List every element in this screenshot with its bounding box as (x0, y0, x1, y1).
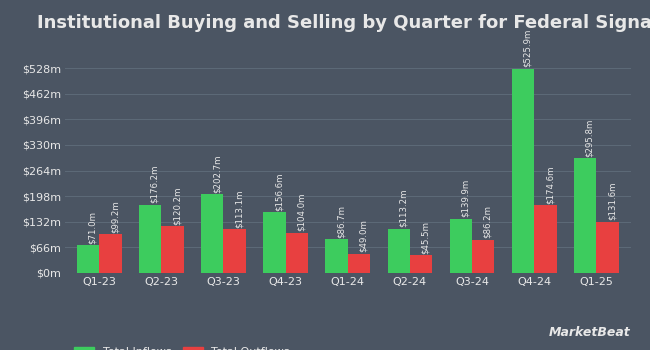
Text: $86.7m: $86.7m (337, 205, 346, 238)
Text: $113.1m: $113.1m (235, 189, 244, 228)
Bar (161, 226, 184, 273)
Bar (534, 205, 556, 273)
Text: $174.6m: $174.6m (545, 165, 554, 204)
Bar (139, 205, 161, 273)
Text: $86.2m: $86.2m (483, 205, 492, 238)
Bar (77, 245, 99, 273)
Text: $139.9m: $139.9m (461, 179, 470, 217)
Bar (285, 233, 308, 273)
Bar (512, 69, 534, 273)
Text: MarketBeat: MarketBeat (549, 327, 630, 340)
Text: $120.2m: $120.2m (172, 186, 181, 225)
Text: $49.0m: $49.0m (359, 219, 368, 252)
Bar (326, 239, 348, 273)
Text: $99.2m: $99.2m (111, 200, 120, 233)
Bar (224, 229, 246, 273)
Text: $113.2m: $113.2m (398, 189, 408, 228)
Text: $71.0m: $71.0m (88, 211, 97, 244)
Bar (99, 234, 122, 273)
Bar (201, 194, 224, 273)
Text: $202.7m: $202.7m (213, 154, 221, 193)
Bar (263, 212, 285, 273)
Bar (348, 254, 370, 273)
Bar (574, 158, 596, 273)
Bar (410, 256, 432, 273)
Text: $525.9m: $525.9m (523, 29, 532, 67)
Text: $45.5m: $45.5m (421, 221, 430, 254)
Bar (596, 222, 619, 273)
Legend: Total Inflows, Total Outflows: Total Inflows, Total Outflows (71, 343, 293, 350)
Bar (472, 239, 495, 273)
Text: $295.8m: $295.8m (585, 118, 594, 156)
Text: $156.6m: $156.6m (274, 172, 283, 211)
Text: $131.6m: $131.6m (608, 182, 616, 220)
Title: Institutional Buying and Selling by Quarter for Federal Signal: Institutional Buying and Selling by Quar… (37, 14, 650, 32)
Bar (387, 229, 410, 273)
Bar (450, 219, 472, 273)
Text: $176.2m: $176.2m (150, 164, 159, 203)
Text: $104.0m: $104.0m (297, 193, 306, 231)
